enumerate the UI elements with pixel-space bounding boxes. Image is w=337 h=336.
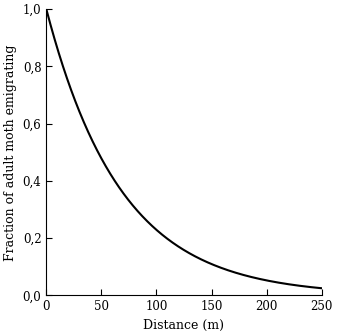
Y-axis label: Fraction of adult moth emigrating: Fraction of adult moth emigrating — [4, 44, 17, 260]
X-axis label: Distance (m): Distance (m) — [144, 319, 224, 332]
